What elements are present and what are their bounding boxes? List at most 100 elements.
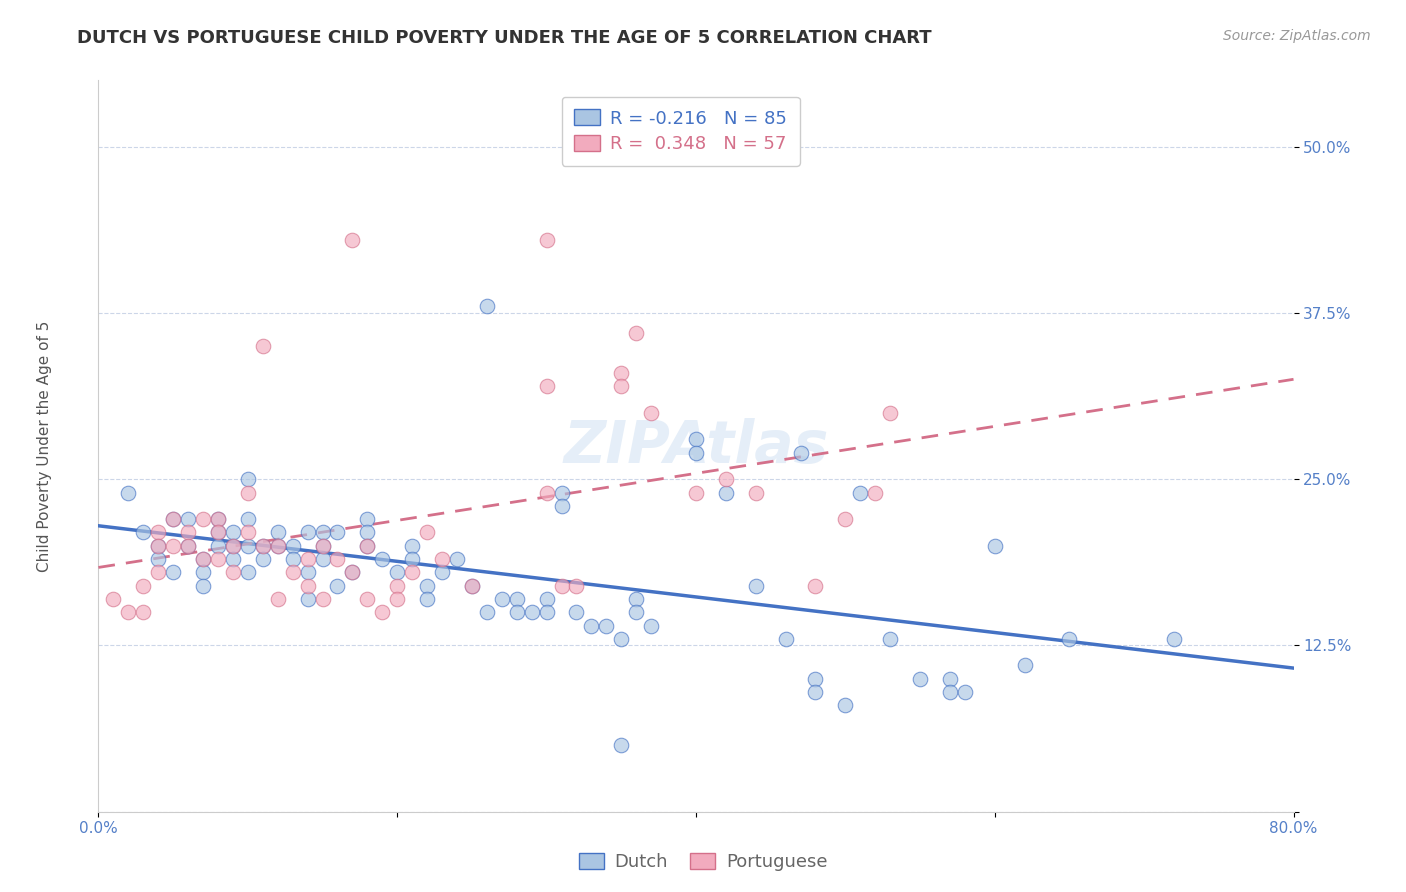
Point bbox=[191, 552, 214, 566]
Point bbox=[342, 566, 364, 580]
Text: DUTCH VS PORTUGUESE CHILD POVERTY UNDER THE AGE OF 5 CORRELATION CHART: DUTCH VS PORTUGUESE CHILD POVERTY UNDER … bbox=[77, 29, 932, 46]
Point bbox=[714, 485, 737, 500]
Point bbox=[775, 632, 797, 646]
Point bbox=[356, 539, 378, 553]
Point bbox=[281, 552, 304, 566]
Point bbox=[430, 552, 453, 566]
Text: ZIPAtlas: ZIPAtlas bbox=[564, 417, 828, 475]
Point bbox=[117, 485, 139, 500]
Point bbox=[132, 525, 155, 540]
Point bbox=[371, 605, 394, 619]
Point bbox=[804, 579, 827, 593]
Point bbox=[610, 738, 633, 752]
Point bbox=[581, 618, 603, 632]
Point bbox=[520, 605, 543, 619]
Point bbox=[207, 552, 229, 566]
Text: Child Poverty Under the Age of 5: Child Poverty Under the Age of 5 bbox=[37, 320, 52, 572]
Point bbox=[281, 539, 304, 553]
Point bbox=[222, 525, 245, 540]
Point bbox=[356, 512, 378, 526]
Point bbox=[879, 406, 901, 420]
Point bbox=[191, 552, 214, 566]
Point bbox=[297, 591, 319, 606]
Point bbox=[416, 525, 439, 540]
Point bbox=[1059, 632, 1081, 646]
Point bbox=[461, 579, 484, 593]
Point bbox=[222, 552, 245, 566]
Point bbox=[984, 539, 1007, 553]
Point bbox=[236, 472, 259, 486]
Point bbox=[297, 566, 319, 580]
Point bbox=[311, 552, 333, 566]
Point bbox=[267, 591, 290, 606]
Point bbox=[610, 632, 633, 646]
Point bbox=[536, 485, 558, 500]
Point bbox=[148, 539, 170, 553]
Point bbox=[222, 566, 245, 580]
Point bbox=[685, 433, 707, 447]
Point bbox=[849, 485, 872, 500]
Point bbox=[148, 552, 170, 566]
Point bbox=[640, 618, 662, 632]
Point bbox=[252, 539, 274, 553]
Point bbox=[177, 539, 200, 553]
Point bbox=[252, 539, 274, 553]
Point bbox=[714, 472, 737, 486]
Point bbox=[416, 591, 439, 606]
Point bbox=[789, 445, 811, 459]
Point bbox=[536, 605, 558, 619]
Point bbox=[236, 485, 259, 500]
Point bbox=[536, 379, 558, 393]
Point bbox=[103, 591, 125, 606]
Point bbox=[371, 552, 394, 566]
Point bbox=[207, 512, 229, 526]
Point bbox=[177, 539, 200, 553]
Text: Source: ZipAtlas.com: Source: ZipAtlas.com bbox=[1223, 29, 1371, 43]
Point bbox=[177, 512, 200, 526]
Point bbox=[565, 605, 588, 619]
Point bbox=[939, 685, 962, 699]
Point bbox=[550, 579, 572, 593]
Point bbox=[222, 539, 245, 553]
Point bbox=[132, 605, 155, 619]
Point bbox=[626, 326, 648, 340]
Point bbox=[401, 566, 423, 580]
Point bbox=[148, 566, 170, 580]
Point bbox=[356, 525, 378, 540]
Point bbox=[311, 539, 333, 553]
Point bbox=[207, 539, 229, 553]
Point bbox=[311, 525, 333, 540]
Point bbox=[267, 525, 290, 540]
Point bbox=[834, 698, 856, 713]
Point bbox=[536, 233, 558, 247]
Point bbox=[162, 512, 184, 526]
Point bbox=[1163, 632, 1185, 646]
Point bbox=[953, 685, 976, 699]
Point bbox=[236, 525, 259, 540]
Point bbox=[356, 539, 378, 553]
Point bbox=[401, 552, 423, 566]
Point bbox=[191, 566, 214, 580]
Point bbox=[565, 579, 588, 593]
Point bbox=[132, 579, 155, 593]
Point bbox=[446, 552, 468, 566]
Point bbox=[550, 485, 572, 500]
Point bbox=[297, 579, 319, 593]
Point bbox=[356, 591, 378, 606]
Point bbox=[281, 566, 304, 580]
Point bbox=[236, 512, 259, 526]
Point bbox=[745, 579, 768, 593]
Point bbox=[191, 579, 214, 593]
Point bbox=[640, 406, 662, 420]
Point bbox=[148, 539, 170, 553]
Point bbox=[385, 566, 409, 580]
Point bbox=[804, 672, 827, 686]
Legend: R = -0.216   N = 85, R =  0.348   N = 57: R = -0.216 N = 85, R = 0.348 N = 57 bbox=[561, 96, 800, 166]
Point bbox=[536, 591, 558, 606]
Point bbox=[430, 566, 453, 580]
Point bbox=[252, 339, 274, 353]
Point bbox=[162, 512, 184, 526]
Point bbox=[297, 525, 319, 540]
Point bbox=[326, 525, 349, 540]
Point bbox=[311, 591, 333, 606]
